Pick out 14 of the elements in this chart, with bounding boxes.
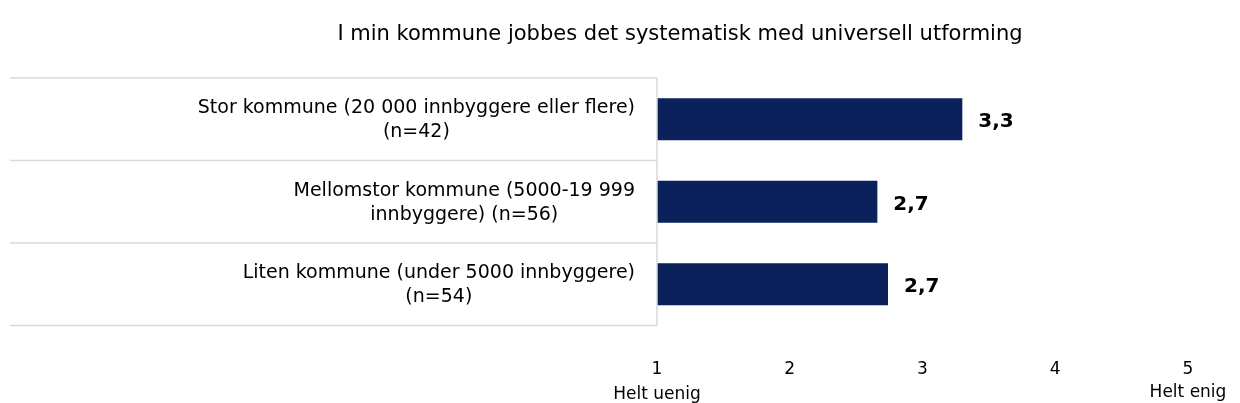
data-label: 3,3 bbox=[978, 108, 1014, 133]
y-tick-label: Stor kommune (20 000 innbyggere eller flere) (n=42) bbox=[197, 95, 635, 142]
x-tick-label: 5 bbox=[1182, 358, 1194, 378]
text: Helt enig bbox=[1149, 381, 1227, 401]
x-tick-label: 3 bbox=[917, 358, 928, 378]
data-label: 2,7 bbox=[903, 273, 940, 298]
y-tick-label: Mellomstor kommune (5000-19 999 innbyggere) (n=56) bbox=[293, 177, 635, 224]
y-tick-label: Liten kommune (under 5000 innbyggere) (n=54) bbox=[242, 260, 636, 307]
text: Helt uenig bbox=[613, 383, 701, 403]
data-label: 2,7 bbox=[893, 190, 929, 215]
x-tick-label: 4 bbox=[1049, 358, 1061, 378]
chart-title: I min kommune jobbes det systematisk med universell utforming bbox=[337, 21, 1023, 45]
x-tick-label: 1 bbox=[651, 358, 663, 378]
x-tick-label: 2 bbox=[784, 358, 796, 378]
